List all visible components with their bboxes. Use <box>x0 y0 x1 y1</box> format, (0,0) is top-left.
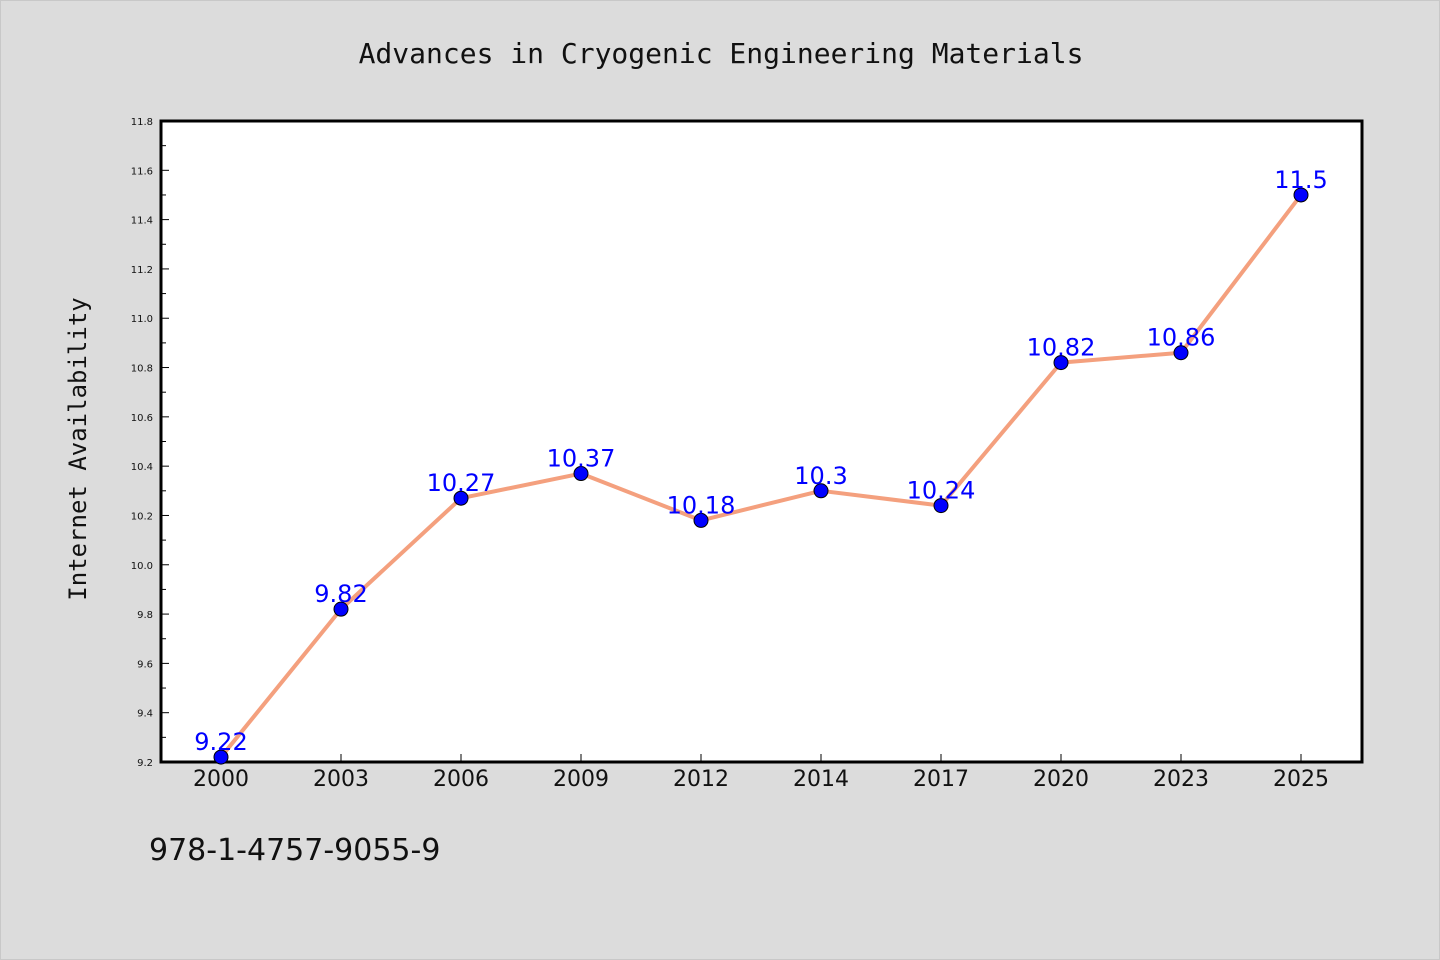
data-point <box>1053 355 1069 371</box>
data-label: 10.18 <box>667 491 736 519</box>
y-tick-label: 11.8 <box>131 117 153 128</box>
series-group <box>213 187 1309 765</box>
y-tick-label: 11.6 <box>131 166 153 177</box>
x-tick-label: 2014 <box>793 767 849 792</box>
data-point <box>693 512 709 528</box>
x-tick-label: 2000 <box>193 767 249 792</box>
y-tick-label: 10.8 <box>131 364 153 375</box>
y-tick-label: 10.0 <box>131 561 153 572</box>
data-point <box>453 490 469 506</box>
x-tick-label: 2003 <box>313 767 369 792</box>
data-label: 10.3 <box>794 462 847 490</box>
data-labels-group: 9.22 9.82 10.27 10.37 10.18 10.3 10.24 10.82 10.… <box>194 166 1327 756</box>
x-tick-label: 2020 <box>1033 767 1089 792</box>
isbn-footer: 978-1-4757-9055-9 <box>149 833 441 868</box>
x-tick-label: 2017 <box>913 767 969 792</box>
data-label: 10.27 <box>427 469 496 497</box>
data-label: 11.5 <box>1274 166 1327 194</box>
data-point <box>333 601 349 617</box>
data-point <box>573 466 589 482</box>
y-tick-label: 11.4 <box>131 216 153 227</box>
y-tick-label: 10.6 <box>131 413 153 424</box>
y-tick-label: 9.2 <box>137 758 153 769</box>
y-tick-label: 10.4 <box>131 462 153 473</box>
y-tick-label: 11.2 <box>131 265 153 276</box>
data-label: 10.86 <box>1147 324 1216 352</box>
data-label: 10.37 <box>547 445 616 473</box>
x-axis: 2000 2003 2006 2009 2012 2014 2017 2020 2023 2025 <box>193 754 1329 792</box>
y-tick-label: 10.2 <box>131 511 153 522</box>
chart-title: Advances in Cryogenic Engineering Materi… <box>359 37 1084 70</box>
data-point <box>933 498 949 514</box>
y-axis-label: Internet Availability <box>64 297 92 600</box>
x-tick-label: 2006 <box>433 767 489 792</box>
y-tick-label: 9.8 <box>137 610 153 621</box>
data-label: 9.82 <box>314 580 367 608</box>
data-label: 9.22 <box>194 728 247 756</box>
data-point <box>213 749 229 765</box>
x-tick-label: 2009 <box>553 767 609 792</box>
y-tick-label: 11.0 <box>131 314 153 325</box>
data-label: 10.82 <box>1027 334 1096 362</box>
y-tick-label: 9.4 <box>137 709 153 720</box>
y-tick-label: 9.6 <box>137 659 153 670</box>
data-point <box>1173 345 1189 361</box>
x-tick-label: 2023 <box>1153 767 1209 792</box>
series-line <box>219 192 1303 760</box>
plot-area <box>159 119 1364 764</box>
data-label: 10.24 <box>907 477 976 505</box>
data-point <box>813 483 829 499</box>
x-tick-label: 2025 <box>1273 767 1329 792</box>
data-point <box>1293 187 1309 203</box>
x-tick-label: 2012 <box>673 767 729 792</box>
y-axis: 9.2 9.4 9.6 9.8 10.0 10.2 10.4 10.6 10.8 11.0 11.2… <box>131 117 169 769</box>
